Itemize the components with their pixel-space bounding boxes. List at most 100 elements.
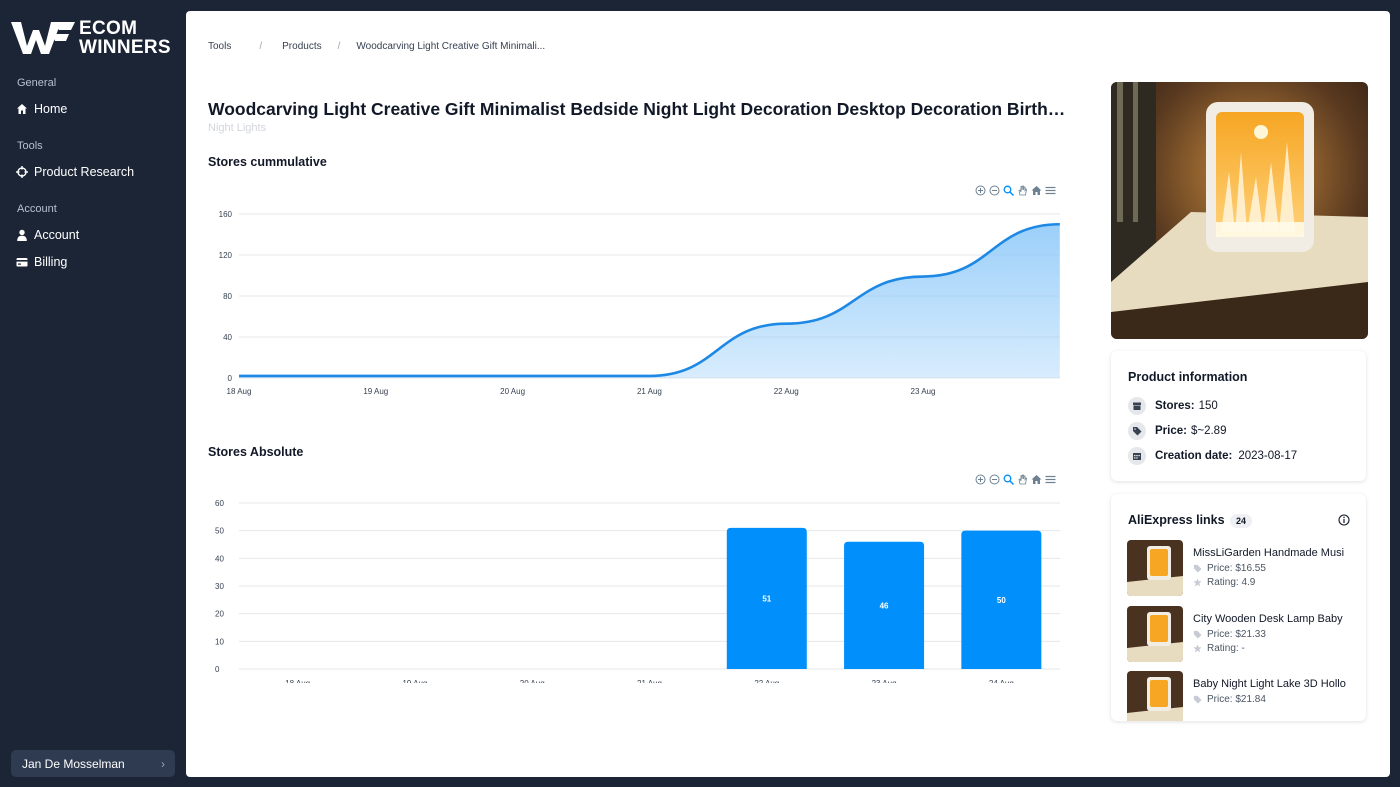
y-tick-label: 80 [223, 292, 232, 301]
y-tick-label: 120 [219, 251, 233, 260]
stores-label: Stores: [1155, 400, 1195, 412]
aliexpress-item-thumbnail [1127, 671, 1183, 721]
x-tick-label: 23 Aug [872, 679, 897, 683]
reset-home-icon[interactable] [1031, 185, 1042, 196]
info-icon[interactable] [1338, 514, 1350, 526]
x-tick-label: 23 Aug [911, 387, 936, 396]
calendar-icon [1128, 447, 1146, 465]
zoom-in-icon[interactable] [975, 474, 986, 485]
logo-line-2: WINNERS [79, 37, 171, 58]
pan-hand-icon[interactable] [1017, 474, 1028, 485]
y-tick-label: 30 [215, 582, 224, 591]
tag-icon [1128, 422, 1146, 440]
aliexpress-item-price: Price: $21.33 [1193, 629, 1266, 640]
pan-hand-icon[interactable] [1017, 185, 1028, 196]
bar [961, 530, 1042, 669]
sidebar-item-label: Home [34, 102, 68, 116]
product-info-title: Product information [1128, 370, 1248, 384]
sidebar-item-product-research[interactable]: Product Research [16, 165, 134, 179]
y-tick-label: 40 [223, 333, 232, 342]
y-tick-label: 40 [215, 554, 224, 563]
menu-icon[interactable] [1045, 185, 1056, 196]
creation-date-label: Creation date: [1155, 450, 1233, 462]
bar-data-label: 50 [997, 596, 1006, 605]
price-value: $~2.89 [1190, 425, 1227, 437]
x-tick-label: 21 Aug [637, 679, 662, 683]
rating-text: Rating: 4.9 [1207, 577, 1256, 588]
y-tick-label: 60 [215, 499, 224, 508]
zoom-out-icon[interactable] [989, 474, 1000, 485]
credit-card-icon [16, 256, 28, 268]
x-tick-label: 18 Aug [227, 387, 252, 396]
sidebar-item-billing[interactable]: Billing [16, 255, 67, 269]
y-tick-label: 0 [215, 665, 220, 674]
bar [844, 541, 925, 669]
price-row: Price: $~2.89 [1128, 422, 1226, 440]
aliexpress-item-thumbnail [1127, 606, 1183, 662]
bar [726, 527, 807, 669]
x-tick-label: 19 Aug [402, 679, 427, 683]
aliexpress-item-price: Price: $21.84 [1193, 694, 1266, 705]
breadcrumb-separator: / [259, 41, 263, 52]
home-icon [16, 103, 28, 115]
x-tick-label: 18 Aug [285, 679, 310, 683]
logo-line-1: ECOM [79, 18, 138, 39]
sidebar-item-label: Billing [34, 255, 68, 269]
breadcrumb-tools[interactable]: Tools [208, 41, 232, 52]
star-icon [1193, 644, 1202, 653]
bar-data-label: 46 [880, 601, 889, 610]
x-tick-label: 22 Aug [754, 679, 779, 683]
product-image [1111, 82, 1368, 339]
aliexpress-item[interactable]: Baby Night Light Lake 3D Hollo Price: $2… [1127, 671, 1357, 721]
bar-data-label: 51 [762, 594, 771, 603]
crosshair-icon [16, 166, 28, 178]
series-line [239, 222, 1060, 378]
user-menu-button[interactable]: Jan De Mosselman › [11, 750, 175, 777]
y-tick-label: 10 [215, 637, 224, 646]
stores-row: Stores: 150 [1128, 397, 1218, 415]
user-name: Jan De Mosselman [22, 756, 125, 771]
reset-home-icon[interactable] [1031, 474, 1042, 485]
price-text: Price: $21.33 [1207, 629, 1266, 640]
aliexpress-item-rating: Rating: 4.9 [1193, 577, 1255, 588]
sidebar-item-label: Account [34, 228, 80, 242]
y-tick-label: 160 [219, 210, 233, 219]
zoom-in-icon[interactable] [975, 185, 986, 196]
aliexpress-item-name: MissLiGarden Handmade Musi [1193, 547, 1345, 559]
tag-icon [1193, 630, 1202, 639]
zoom-out-icon[interactable] [989, 185, 1000, 196]
category-subtitle: Night Lights [208, 122, 267, 134]
x-tick-label: 24 Aug [989, 679, 1014, 683]
creation-date-value: 2023-08-17 [1238, 450, 1298, 462]
absolute-chart-title: Stores Absolute [208, 445, 304, 459]
rating-text: Rating: - [1207, 643, 1245, 654]
x-tick-label: 20 Aug [520, 679, 545, 683]
aliexpress-item[interactable]: City Wooden Desk Lamp Baby Price: $21.33… [1127, 606, 1357, 662]
sidebar-item-account[interactable]: Account [16, 228, 79, 242]
y-tick-label: 0 [228, 374, 233, 383]
logo[interactable]: ECOM WINNERS [11, 18, 171, 58]
aliexpress-item[interactable]: MissLiGarden Handmade Musi Price: $16.55… [1127, 540, 1357, 596]
magnifier-icon[interactable] [1003, 474, 1014, 485]
x-tick-label: 21 Aug [637, 387, 662, 396]
aliexpress-links-card: AliExpress links 24 MissLiGarden Handmad… [1111, 494, 1366, 721]
breadcrumb-products[interactable]: Products [282, 41, 322, 52]
aliexpress-item-price: Price: $16.55 [1193, 563, 1266, 574]
aliexpress-count-badge: 24 [1230, 514, 1253, 528]
nav-group-tools: Tools [17, 140, 43, 152]
y-tick-label: 20 [215, 610, 224, 619]
absolute-bar-chart: 0 10 20 30 40 50 60 18 Aug 19 Aug 20 Aug 21 Aug 22 … [215, 499, 1060, 683]
x-tick-label: 22 Aug [774, 387, 799, 396]
tag-icon [1193, 564, 1202, 573]
ecom-winners-logo-icon [11, 22, 75, 54]
aliexpress-item-thumbnail [1127, 540, 1183, 596]
stores-value: 150 [1198, 400, 1218, 412]
menu-icon[interactable] [1045, 474, 1056, 485]
magnifier-icon[interactable] [1003, 185, 1014, 196]
user-icon [16, 229, 28, 241]
nav-group-general: General [17, 77, 57, 89]
sidebar-item-home[interactable]: Home [16, 102, 67, 116]
cumulative-chart-title: Stores cummulative [208, 155, 327, 169]
cumulative-chart-toolbar [975, 185, 1056, 196]
product-info-card: Product information Stores: 150 Price: $… [1111, 351, 1366, 481]
